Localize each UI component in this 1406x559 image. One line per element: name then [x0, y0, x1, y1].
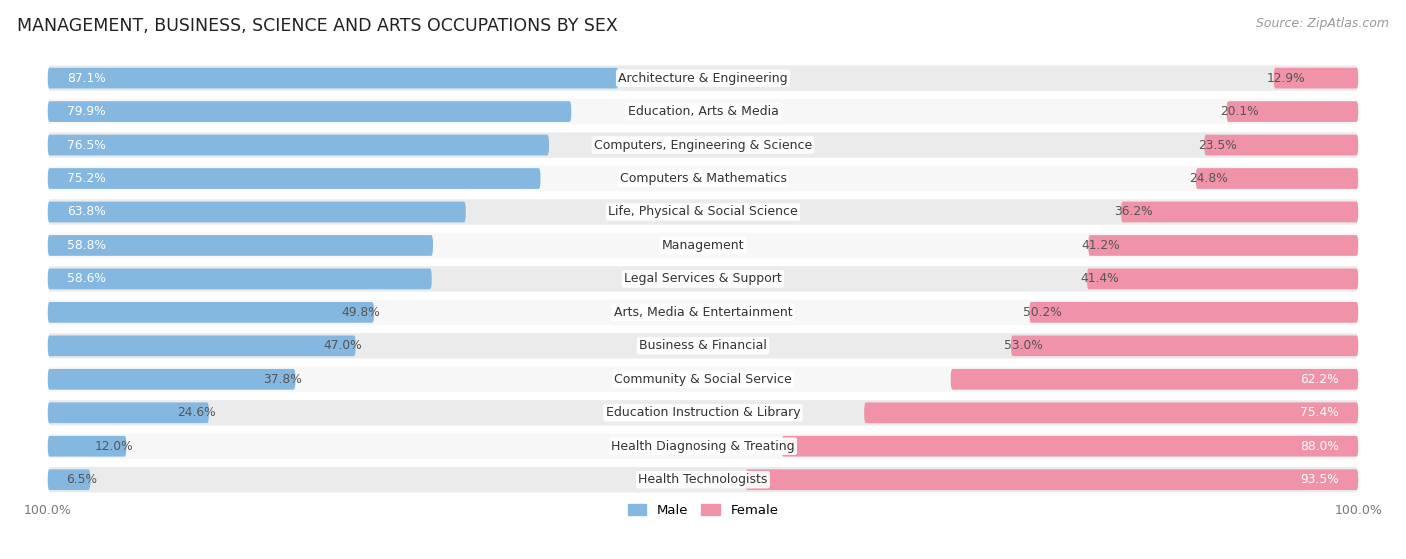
- FancyBboxPatch shape: [48, 101, 571, 122]
- Text: 79.9%: 79.9%: [67, 105, 105, 118]
- Text: 41.4%: 41.4%: [1080, 272, 1119, 286]
- Text: 24.6%: 24.6%: [177, 406, 215, 419]
- Text: Education, Arts & Media: Education, Arts & Media: [627, 105, 779, 118]
- Text: Life, Physical & Social Science: Life, Physical & Social Science: [609, 206, 797, 219]
- Text: Business & Financial: Business & Financial: [640, 339, 766, 352]
- FancyBboxPatch shape: [865, 402, 1358, 423]
- Text: Community & Social Service: Community & Social Service: [614, 373, 792, 386]
- FancyBboxPatch shape: [48, 65, 1358, 91]
- FancyBboxPatch shape: [48, 434, 1358, 459]
- Text: 12.0%: 12.0%: [94, 440, 134, 453]
- FancyBboxPatch shape: [48, 402, 209, 423]
- FancyBboxPatch shape: [48, 300, 1358, 325]
- Text: Health Diagnosing & Treating: Health Diagnosing & Treating: [612, 440, 794, 453]
- FancyBboxPatch shape: [48, 168, 540, 189]
- FancyBboxPatch shape: [1121, 202, 1358, 222]
- FancyBboxPatch shape: [48, 302, 374, 323]
- Text: Arts, Media & Entertainment: Arts, Media & Entertainment: [613, 306, 793, 319]
- FancyBboxPatch shape: [48, 68, 619, 88]
- Text: Computers, Engineering & Science: Computers, Engineering & Science: [593, 139, 813, 151]
- FancyBboxPatch shape: [48, 266, 1358, 292]
- Text: 37.8%: 37.8%: [263, 373, 302, 386]
- Text: 6.5%: 6.5%: [66, 473, 97, 486]
- Text: 58.8%: 58.8%: [67, 239, 107, 252]
- FancyBboxPatch shape: [950, 369, 1358, 390]
- Text: Architecture & Engineering: Architecture & Engineering: [619, 72, 787, 84]
- FancyBboxPatch shape: [1205, 135, 1358, 155]
- FancyBboxPatch shape: [1011, 335, 1358, 356]
- Text: 87.1%: 87.1%: [67, 72, 107, 84]
- Text: 36.2%: 36.2%: [1115, 206, 1153, 219]
- Text: Computers & Mathematics: Computers & Mathematics: [620, 172, 786, 185]
- Text: 24.8%: 24.8%: [1189, 172, 1227, 185]
- Text: Legal Services & Support: Legal Services & Support: [624, 272, 782, 286]
- Legend: Male, Female: Male, Female: [623, 499, 783, 522]
- Text: 53.0%: 53.0%: [1004, 339, 1043, 352]
- Text: Education Instruction & Library: Education Instruction & Library: [606, 406, 800, 419]
- FancyBboxPatch shape: [745, 470, 1358, 490]
- FancyBboxPatch shape: [782, 436, 1358, 457]
- Text: 50.2%: 50.2%: [1022, 306, 1062, 319]
- Text: 75.2%: 75.2%: [67, 172, 107, 185]
- FancyBboxPatch shape: [1274, 68, 1358, 88]
- Text: 20.1%: 20.1%: [1220, 105, 1258, 118]
- Text: 88.0%: 88.0%: [1299, 440, 1339, 453]
- FancyBboxPatch shape: [1195, 168, 1358, 189]
- FancyBboxPatch shape: [1088, 235, 1358, 256]
- FancyBboxPatch shape: [48, 335, 356, 356]
- FancyBboxPatch shape: [48, 202, 465, 222]
- Text: Management: Management: [662, 239, 744, 252]
- FancyBboxPatch shape: [48, 467, 1358, 492]
- Text: 49.8%: 49.8%: [342, 306, 381, 319]
- Text: 62.2%: 62.2%: [1301, 373, 1339, 386]
- FancyBboxPatch shape: [48, 333, 1358, 358]
- FancyBboxPatch shape: [48, 235, 433, 256]
- Text: 23.5%: 23.5%: [1198, 139, 1236, 151]
- Text: Health Technologists: Health Technologists: [638, 473, 768, 486]
- Text: Source: ZipAtlas.com: Source: ZipAtlas.com: [1256, 17, 1389, 30]
- FancyBboxPatch shape: [48, 99, 1358, 124]
- Text: MANAGEMENT, BUSINESS, SCIENCE AND ARTS OCCUPATIONS BY SEX: MANAGEMENT, BUSINESS, SCIENCE AND ARTS O…: [17, 17, 617, 35]
- Text: 12.9%: 12.9%: [1267, 72, 1306, 84]
- FancyBboxPatch shape: [48, 199, 1358, 225]
- Text: 47.0%: 47.0%: [323, 339, 363, 352]
- FancyBboxPatch shape: [48, 233, 1358, 258]
- FancyBboxPatch shape: [48, 268, 432, 290]
- Text: 41.2%: 41.2%: [1081, 239, 1121, 252]
- Text: 58.6%: 58.6%: [67, 272, 107, 286]
- FancyBboxPatch shape: [48, 132, 1358, 158]
- FancyBboxPatch shape: [48, 470, 90, 490]
- FancyBboxPatch shape: [48, 135, 548, 155]
- FancyBboxPatch shape: [1029, 302, 1358, 323]
- FancyBboxPatch shape: [48, 367, 1358, 392]
- FancyBboxPatch shape: [1226, 101, 1358, 122]
- Text: 63.8%: 63.8%: [67, 206, 107, 219]
- Text: 75.4%: 75.4%: [1299, 406, 1339, 419]
- FancyBboxPatch shape: [48, 400, 1358, 425]
- FancyBboxPatch shape: [48, 436, 127, 457]
- Text: 93.5%: 93.5%: [1299, 473, 1339, 486]
- FancyBboxPatch shape: [1087, 268, 1358, 290]
- Text: 76.5%: 76.5%: [67, 139, 107, 151]
- FancyBboxPatch shape: [48, 369, 295, 390]
- FancyBboxPatch shape: [48, 166, 1358, 191]
